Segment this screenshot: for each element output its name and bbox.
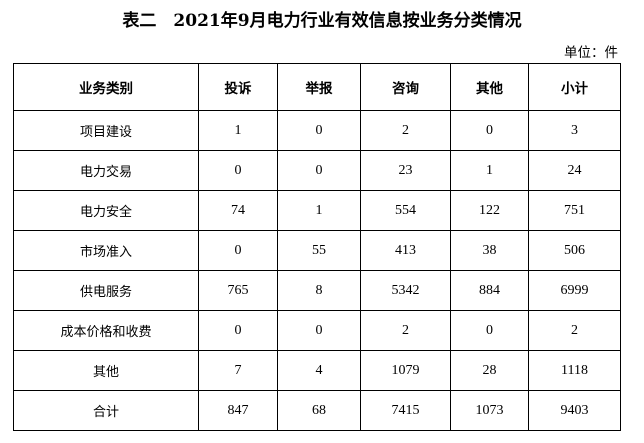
- value-cell: 55: [277, 230, 361, 271]
- value-cell: 3: [528, 110, 621, 151]
- business-category-table: 业务类别 投诉 举报 咨询 其他 小计 项目建设 1 0 2 0 3 电力交易 0 0 23 1 24 电力安全 7…: [13, 63, 621, 431]
- category-cell: 供电服务: [13, 270, 199, 311]
- table-row: 成本价格和收费 0 0 2 0 2: [13, 310, 621, 351]
- category-cell: 项目建设: [13, 110, 199, 151]
- table-row: 供电服务 765 8 5342 884 6999: [13, 270, 621, 311]
- value-cell: 554: [360, 190, 451, 231]
- value-cell: 6999: [528, 270, 621, 311]
- table-row: 电力安全 74 1 554 122 751: [13, 190, 621, 231]
- value-cell: 7: [198, 350, 278, 391]
- value-cell: 28: [450, 350, 529, 391]
- value-cell: 9403: [528, 390, 621, 431]
- column-header: 业务类别: [13, 63, 199, 111]
- category-cell: 电力安全: [13, 190, 199, 231]
- column-header: 小计: [528, 63, 621, 111]
- value-cell: 122: [450, 190, 529, 231]
- value-cell: 765: [198, 270, 278, 311]
- value-cell: 74: [198, 190, 278, 231]
- unit-label: 单位：件: [564, 45, 618, 61]
- value-cell: 23: [360, 150, 451, 191]
- table-row: 其他 7 4 1079 28 1118: [13, 350, 621, 391]
- value-cell: 1079: [360, 350, 451, 391]
- table-title: 表二 2021年9月电力行业有效信息按业务分类情况: [122, 11, 522, 31]
- category-cell: 成本价格和收费: [13, 310, 199, 351]
- value-cell: 0: [277, 310, 361, 351]
- value-cell: 751: [528, 190, 621, 231]
- header-row: 业务类别 投诉 举报 咨询 其他 小计: [13, 63, 621, 111]
- value-cell: 8: [277, 270, 361, 311]
- column-header: 其他: [450, 63, 529, 111]
- column-header: 举报: [277, 63, 361, 111]
- value-cell: 38: [450, 230, 529, 271]
- category-cell: 电力交易: [13, 150, 199, 191]
- value-cell: 0: [198, 310, 278, 351]
- value-cell: 1073: [450, 390, 529, 431]
- value-cell: 1118: [528, 350, 621, 391]
- value-cell: 7415: [360, 390, 451, 431]
- value-cell: 1: [450, 150, 529, 191]
- value-cell: 0: [450, 310, 529, 351]
- value-cell: 847: [198, 390, 278, 431]
- value-cell: 2: [360, 110, 451, 151]
- value-cell: 1: [198, 110, 278, 151]
- category-cell: 其他: [13, 350, 199, 391]
- value-cell: 0: [198, 150, 278, 191]
- value-cell: 24: [528, 150, 621, 191]
- value-cell: 68: [277, 390, 361, 431]
- value-cell: 2: [360, 310, 451, 351]
- category-cell: 合计: [13, 390, 199, 431]
- table-row: 项目建设 1 0 2 0 3: [13, 110, 621, 151]
- column-header: 投诉: [198, 63, 278, 111]
- value-cell: 4: [277, 350, 361, 391]
- value-cell: 0: [198, 230, 278, 271]
- value-cell: 1: [277, 190, 361, 231]
- column-header: 咨询: [360, 63, 451, 111]
- table-row: 市场准入 0 55 413 38 506: [13, 230, 621, 271]
- table-row: 合计 847 68 7415 1073 9403: [13, 390, 621, 431]
- value-cell: 413: [360, 230, 451, 271]
- value-cell: 5342: [360, 270, 451, 311]
- value-cell: 0: [450, 110, 529, 151]
- value-cell: 0: [277, 110, 361, 151]
- category-cell: 市场准入: [13, 230, 199, 271]
- value-cell: 0: [277, 150, 361, 191]
- value-cell: 2: [528, 310, 621, 351]
- value-cell: 506: [528, 230, 621, 271]
- value-cell: 884: [450, 270, 529, 311]
- table-row: 电力交易 0 0 23 1 24: [13, 150, 621, 191]
